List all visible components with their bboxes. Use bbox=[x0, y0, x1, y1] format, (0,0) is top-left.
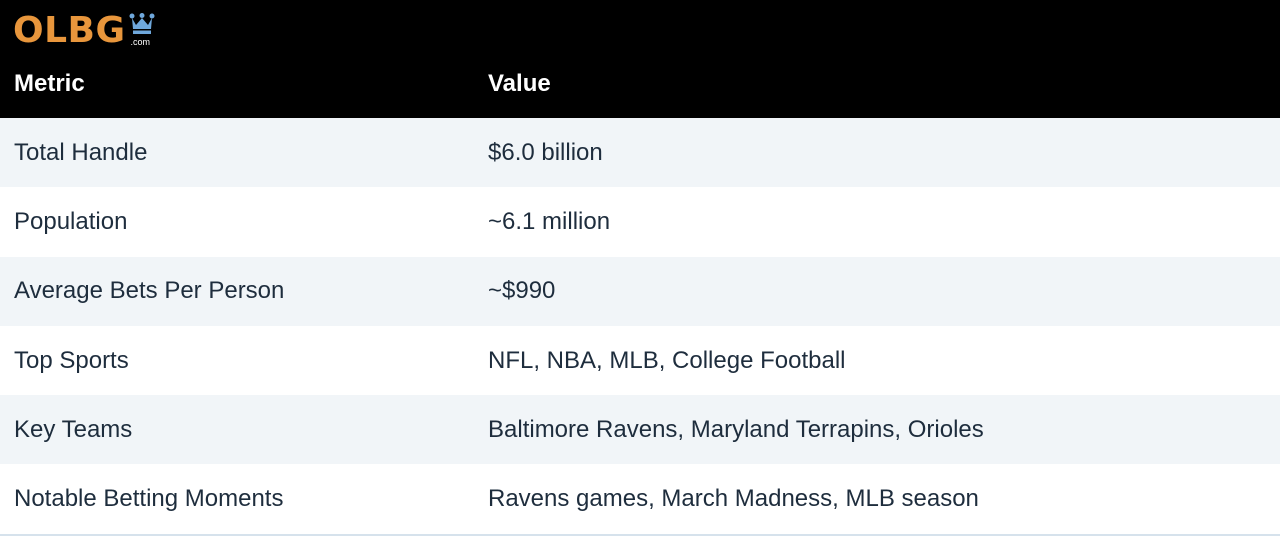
value-cell: Ravens games, March Madness, MLB season bbox=[488, 485, 979, 513]
table-row: Notable Betting Moments Ravens games, Ma… bbox=[0, 464, 1280, 533]
table-row: Top Sports NFL, NBA, MLB, College Footba… bbox=[0, 326, 1280, 395]
table-header-bar: OLBG .com Metric Value bbox=[0, 0, 1280, 118]
value-cell: NFL, NBA, MLB, College Football bbox=[488, 346, 846, 374]
table-bottom-border bbox=[0, 533, 1280, 536]
metric-cell: Total Handle bbox=[14, 138, 148, 166]
value-cell: ~$990 bbox=[488, 277, 556, 305]
table-row: Key Teams Baltimore Ravens, Maryland Ter… bbox=[0, 395, 1280, 465]
value-cell: ~6.1 million bbox=[488, 207, 611, 235]
column-header-value: Value bbox=[488, 70, 551, 97]
table-row: Population ~6.1 million bbox=[0, 187, 1280, 256]
logo-side: .com bbox=[127, 13, 159, 49]
crown-icon bbox=[129, 13, 155, 34]
logo-text: OLBG bbox=[13, 10, 126, 51]
column-header-metric: Metric bbox=[14, 70, 85, 97]
logo-domain-suffix: .com bbox=[130, 37, 151, 47]
value-cell: $6.0 billion bbox=[488, 138, 603, 166]
table-header-row: Metric Value bbox=[0, 64, 1280, 104]
table-body: Total Handle $6.0 billion Population ~6.… bbox=[0, 118, 1280, 536]
table-row: Average Bets Per Person ~$990 bbox=[0, 256, 1280, 326]
value-cell: Baltimore Ravens, Maryland Terrapins, Or… bbox=[488, 415, 984, 443]
metric-cell: Top Sports bbox=[14, 346, 129, 374]
olbg-logo[interactable]: OLBG .com bbox=[13, 13, 159, 49]
metric-cell: Population bbox=[14, 207, 128, 235]
metric-cell: Notable Betting Moments bbox=[14, 485, 284, 513]
metric-cell: Average Bets Per Person bbox=[14, 277, 285, 305]
table-row: Total Handle $6.0 billion bbox=[0, 118, 1280, 188]
metric-cell: Key Teams bbox=[14, 415, 133, 443]
